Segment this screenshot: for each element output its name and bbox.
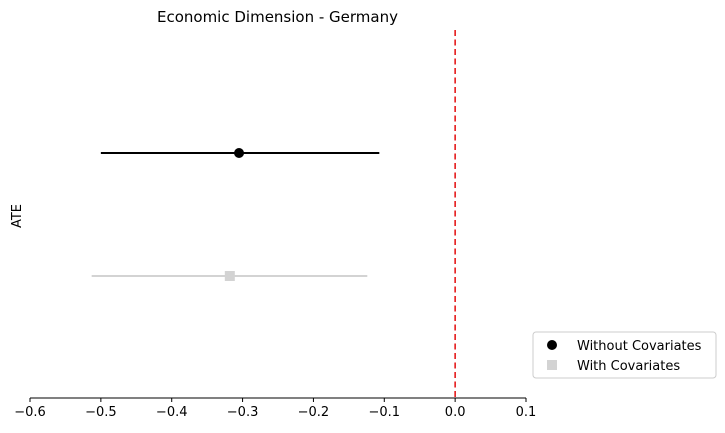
- x-tick-label: 0.1: [516, 405, 537, 420]
- x-tick-label: 0.0: [445, 405, 466, 420]
- x-tick-label: −0.6: [14, 405, 46, 420]
- legend-marker-without-covariates: [547, 340, 557, 350]
- x-axis-ticks: −0.6 −0.5 −0.4 −0.3 −0.2 −0.1 0.0 0.1: [14, 398, 536, 420]
- point-estimate-with-covariates: [224, 271, 235, 281]
- legend-label-with-covariates: With Covariates: [577, 359, 680, 374]
- x-tick-label: −0.4: [156, 405, 188, 420]
- x-tick-label: −0.2: [298, 405, 330, 420]
- series-marks: [91, 148, 380, 281]
- legend-label-without-covariates: Without Covariates: [577, 339, 702, 354]
- chart-title: Economic Dimension - Germany: [157, 8, 398, 26]
- x-tick-label: −0.5: [85, 405, 117, 420]
- legend-box: [532, 331, 717, 379]
- x-tick-label: −0.3: [227, 405, 259, 420]
- legend-marker-with-covariates: [547, 360, 557, 370]
- x-tick-label: −0.1: [368, 405, 400, 420]
- legend: Without Covariates With Covariates: [532, 331, 717, 379]
- y-axis-label: ATE: [10, 204, 25, 228]
- point-estimate-without-covariates: [234, 148, 245, 158]
